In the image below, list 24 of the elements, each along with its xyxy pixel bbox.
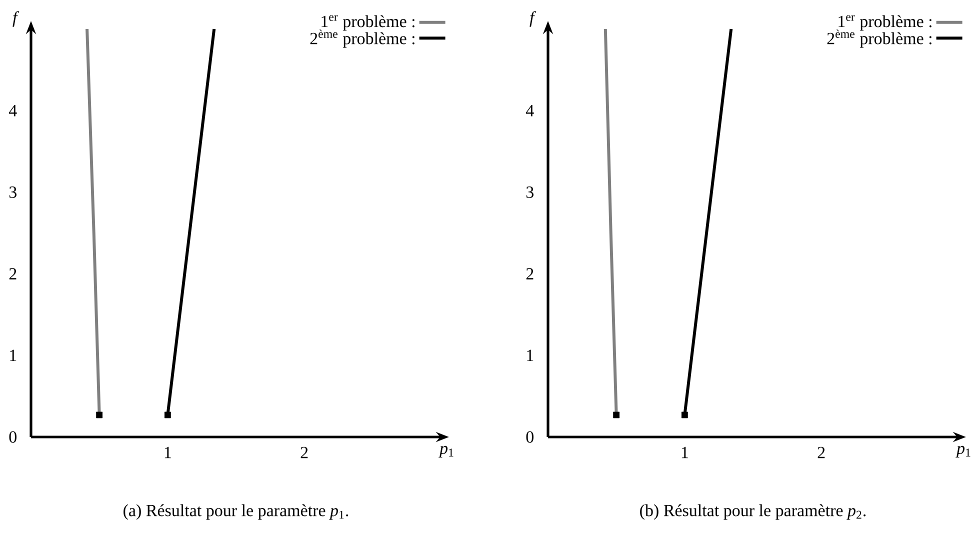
x-tick-label: 2 — [818, 446, 825, 458]
y-axis-title: f — [530, 11, 536, 27]
y-tick-label: 4 — [526, 105, 534, 116]
text: (a) Résultat pour le paramètre p$_{1}$. — [124, 504, 348, 520]
x-tick-label: 1 — [682, 446, 688, 458]
y-tick-label: 2 — [526, 268, 534, 280]
x-axis-title: p$_{1}$ — [438, 446, 454, 458]
text: (b) Résultat pour le paramètre p$_{2}$. — [640, 504, 866, 520]
y-tick-label: 3 — [9, 186, 16, 198]
y-tick-label: 1 — [527, 350, 534, 362]
y-tick-label: 4 — [8, 105, 17, 116]
y-tick-label: 1 — [10, 350, 16, 362]
y-tick-label: 0 — [9, 431, 16, 443]
legend-label: 1$^{er}$ problème : — [322, 15, 414, 31]
y-tick-label: 2 — [9, 268, 16, 280]
legend-label: 2$^{ème}$ problème : — [310, 30, 414, 48]
legend-label: 2$^{ème}$ problème : — [827, 30, 932, 48]
legend-label: 1$^{er}$ problème : — [838, 15, 932, 31]
x-tick-label: 1 — [164, 446, 171, 458]
y-axis-title: f — [12, 11, 20, 27]
y-tick-label: 0 — [526, 431, 534, 443]
x-tick-label: 2 — [300, 446, 308, 458]
x-axis-title: p$_{1}$ — [956, 446, 970, 458]
y-tick-label: 3 — [526, 186, 534, 198]
